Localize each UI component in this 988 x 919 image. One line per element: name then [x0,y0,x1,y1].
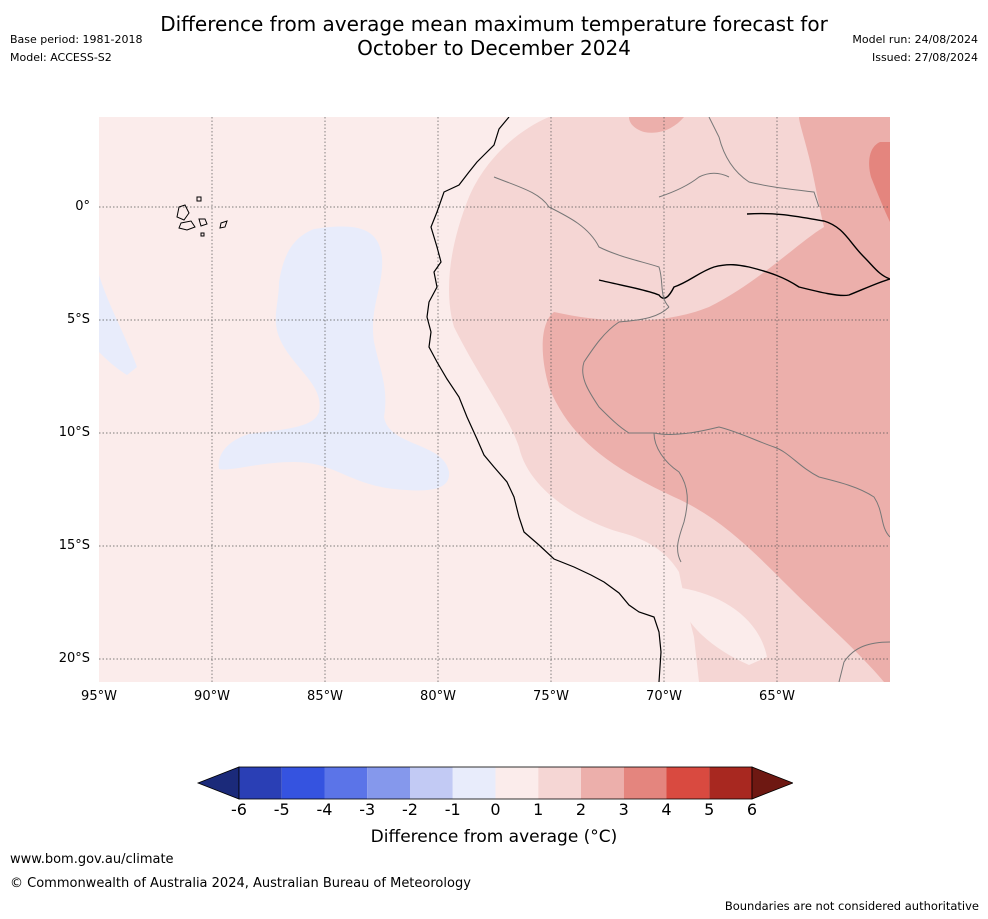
lat-label-20s: 20°S [58,651,90,666]
website-link[interactable]: www.bom.gov.au/climate [10,852,174,867]
lon-label-85w: 85°W [307,689,343,704]
issued-date: Issued: 27/08/2024 [871,51,978,64]
band-minus1-to-0-central [218,226,450,491]
colorbar-extend-low [196,766,240,800]
colorbar-tick-label: -4 [316,800,333,819]
colorbar [196,766,793,800]
country-borders [493,117,890,682]
colorbar-segment [239,767,282,799]
colorbar-tick-label: 4 [661,800,672,819]
colorbar-segment [367,767,410,799]
colorbar-segment [495,767,539,799]
colorbar-tick-label: 3 [618,800,629,819]
coastline [426,117,662,682]
colorbar-segment [666,767,710,799]
model-name: Model: ACCESS-S2 [10,51,112,64]
colorbar-segment [709,767,752,799]
band-3-to-4 [869,142,890,222]
left-metadata: Base period: 1981-2018 Model: ACCESS-S2 [10,31,142,67]
map-title: Difference from average mean maximum tem… [0,12,988,60]
lon-label-70w: 70°W [646,689,682,704]
title-line-2: October to December 2024 [357,36,631,60]
model-run: Model run: 24/08/2024 [852,33,978,46]
band-2-to-3-north [629,117,684,133]
colorbar-extend-high [751,766,793,800]
lon-label-95w: 95°W [81,689,117,704]
colorbar-label: Difference from average (°C) [370,827,618,847]
band-minus1-to-0-west [99,275,137,375]
colorbar-tick-label: 5 [704,800,715,819]
colorbar-tick-label: 6 [746,800,758,819]
lat-label-0: 0° [75,199,90,214]
map-panel[interactable] [99,117,890,682]
amazon-river [598,212,890,299]
colorbar-tick-label: 1 [533,800,544,819]
colorbar-segment [324,767,368,799]
colorbar-tick-label: -3 [359,800,376,819]
lon-label-75w: 75°W [533,689,569,704]
colorbar-segment [452,767,496,799]
colorbar-segment [410,767,453,799]
band-2-to-3 [542,117,890,682]
disclaimer-text: Boundaries are not considered authoritat… [724,899,979,913]
colorbar-segment [538,767,581,799]
gridlines [99,117,890,682]
band-0-to-1-inlet [674,587,767,665]
galapagos-islands [176,196,228,237]
lat-label-5s: 5°S [66,312,90,327]
colorbar-tick-label: -1 [444,800,461,819]
lon-label-65w: 65°W [759,689,795,704]
colorbar-segment [581,767,624,799]
colorbar-tick-label: 0 [490,800,501,819]
colorbar-tick-label: 2 [575,800,587,819]
lon-label-80w: 80°W [420,689,456,704]
colorbar-tick-label: -5 [273,800,290,819]
colorbar-tick-label: -6 [231,800,247,819]
copyright-text: © Commonwealth of Australia 2024, Austra… [10,876,471,891]
lat-label-10s: 10°S [58,425,90,440]
title-line-1: Difference from average mean maximum tem… [160,12,828,36]
lat-label-15s: 15°S [58,538,90,553]
base-period: Base period: 1981-2018 [10,33,143,46]
colorbar-tick-label: -2 [402,800,418,819]
colorbar-segment [281,767,325,799]
lon-label-90w: 90°W [194,689,230,704]
colorbar-segment [623,767,667,799]
right-metadata: Model run: 24/08/2024 Issued: 27/08/2024 [852,31,978,67]
